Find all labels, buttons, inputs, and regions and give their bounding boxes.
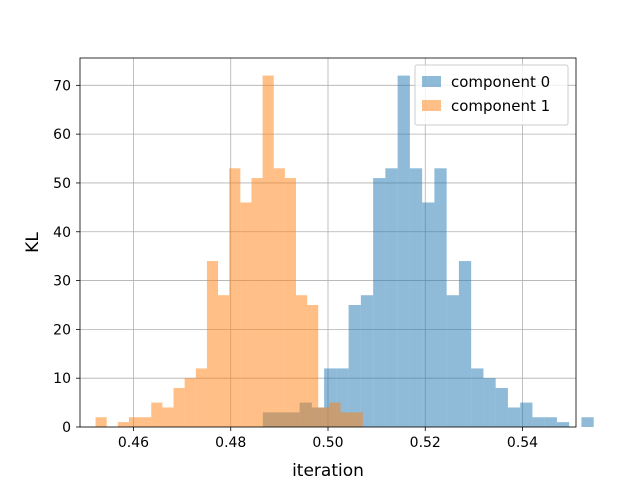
histogram-bar [348,304,361,427]
histogram-bar [162,407,174,427]
histogram-bar [385,168,398,428]
histogram-bar [434,168,447,428]
legend-label-component-1: component 1 [451,97,550,115]
x-tick-label: 0.52 [410,435,441,451]
histogram-bar [483,378,496,427]
histogram-bar [284,178,297,427]
x-tick-label: 0.46 [118,435,149,451]
histogram-bar [218,295,230,427]
histogram-bar [206,261,219,427]
histogram-bar [471,368,484,427]
legend: component 0 component 1 [414,64,569,126]
histogram-bar [458,261,472,427]
legend-swatch-component-1 [422,100,441,111]
histogram-bar [318,407,330,427]
histogram-bar [360,295,374,427]
y-tick-label: 40 [53,225,71,241]
histogram-bar [446,295,459,427]
histogram-bar [581,417,594,427]
y-tick-label: 50 [53,176,71,192]
y-tick-label: 30 [53,274,71,290]
histogram-bar [173,387,185,427]
histogram-bar [556,422,570,427]
histogram-bar [307,304,319,427]
histogram-bar [507,407,521,427]
histogram-bar [409,168,423,428]
histogram-bar [422,202,435,427]
y-tick-label: 10 [53,371,71,387]
legend-box [414,64,569,126]
histogram-bar [195,368,207,427]
histogram-bar [117,422,129,427]
histogram-bars [95,75,594,428]
y-tick-label: 20 [53,322,71,338]
legend-label-component-0: component 0 [451,73,550,91]
histogram-bar [229,168,241,428]
x-axis-label: iteration [292,461,364,480]
histogram-bar [495,387,508,427]
histogram-bar [296,295,308,427]
histogram-bar [397,75,410,428]
histogram-bar [128,417,141,427]
y-tick-label: 0 [62,420,71,436]
y-axis-label: KL [23,232,43,253]
histogram-bar [251,178,263,427]
axis-ticks: 0.46 0.48 0.50 0.52 0.54 0 10 20 30 40 50 60 70 [53,78,538,451]
histogram-bar [140,417,152,427]
histogram-bar [184,378,196,427]
x-tick-label: 0.54 [507,435,538,451]
x-tick-label: 0.50 [312,435,343,451]
histogram-bar [373,178,386,427]
histogram-bar [151,402,163,427]
y-tick-label: 60 [53,127,71,143]
histogram-bar [240,202,252,427]
series-1-bars [95,75,363,428]
histogram-bar [273,168,285,428]
histogram-bar [329,402,341,427]
histogram-bar [351,412,363,427]
x-tick-label: 0.48 [215,435,246,451]
y-tick-label: 70 [53,78,71,94]
histogram-bar [544,417,557,427]
histogram-bar [340,412,352,427]
legend-swatch-component-0 [422,76,441,87]
histogram-bar [262,75,274,428]
histogram-bar [520,402,533,427]
histogram-bar [95,417,107,427]
histogram-bar [532,417,545,427]
